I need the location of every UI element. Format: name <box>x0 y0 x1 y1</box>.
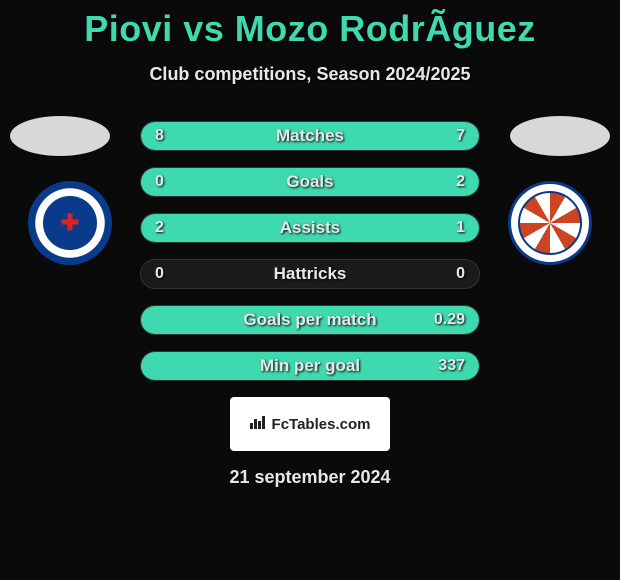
player-avatar-right <box>510 116 610 156</box>
stat-row: 0 2 Goals <box>140 167 480 197</box>
stat-label: Hattricks <box>274 264 347 284</box>
stat-value-right: 0 <box>456 265 465 283</box>
stat-label: Goals <box>286 172 333 192</box>
stat-value-left: 0 <box>155 173 164 191</box>
stats-list: 8 7 Matches 0 2 Goals 2 1 Assists 0 0 Hattricks 0.29… <box>140 121 480 381</box>
chivas-icon <box>518 191 582 255</box>
stat-row: 0 0 Hattricks <box>140 259 480 289</box>
chart-icon <box>250 414 266 434</box>
stat-value-right: 2 <box>456 173 465 191</box>
page-title: Piovi vs Mozo RodrÃ­guez <box>0 0 620 50</box>
stat-value-right: 337 <box>438 357 465 375</box>
stat-value-right: 1 <box>456 219 465 237</box>
stat-label: Matches <box>276 126 344 146</box>
brand-badge: FcTables.com <box>230 397 390 451</box>
brand-text: FcTables.com <box>272 416 371 433</box>
subtitle: Club competitions, Season 2024/2025 <box>0 64 620 85</box>
date-text: 21 september 2024 <box>0 467 620 488</box>
stat-row: 2 1 Assists <box>140 213 480 243</box>
stat-value-right: 7 <box>456 127 465 145</box>
stat-label: Min per goal <box>260 356 360 376</box>
stat-row: 0.29 Goals per match <box>140 305 480 335</box>
club-badge-right <box>508 181 592 265</box>
player-avatar-left <box>10 116 110 156</box>
club-badge-left: ✚ <box>28 181 112 265</box>
stat-value-left: 0 <box>155 265 164 283</box>
comparison-area: ✚ 8 7 Matches 0 2 Goals 2 1 Assists 0 0 Hattricks 0.… <box>0 121 620 488</box>
stat-row: 337 Min per goal <box>140 351 480 381</box>
stat-row: 8 7 Matches <box>140 121 480 151</box>
stat-label: Goals per match <box>243 310 376 330</box>
stat-label: Assists <box>280 218 340 238</box>
cruz-azul-icon: ✚ <box>61 210 79 236</box>
stat-value-left: 2 <box>155 219 164 237</box>
stat-value-left: 8 <box>155 127 164 145</box>
stat-value-right: 0.29 <box>434 311 465 329</box>
